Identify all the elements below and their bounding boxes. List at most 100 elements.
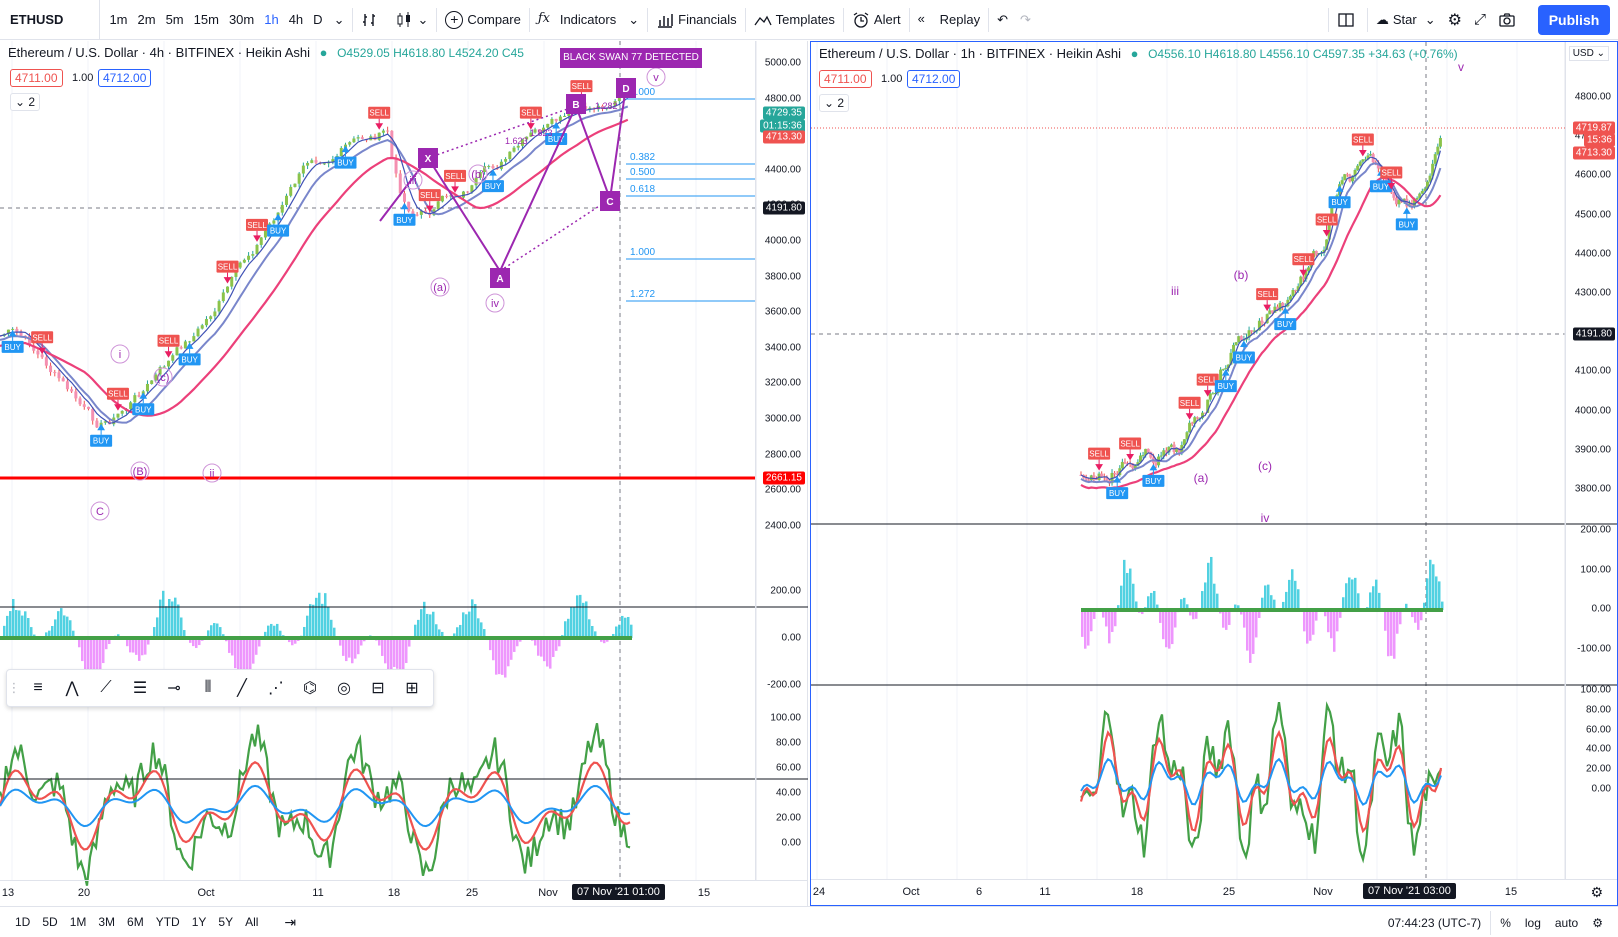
tool-ray[interactable]: ⊸ [157, 671, 191, 705]
oscillator-bar [240, 638, 243, 678]
interval-dropdown[interactable]: ⌄ [333, 11, 345, 27]
right-osc-tick: 0.00 [1591, 603, 1611, 615]
tool-fib-time[interactable]: ⦀ [191, 671, 225, 705]
oscillator-bar [1336, 610, 1339, 632]
interval-5m[interactable]: 5m [165, 12, 184, 27]
tool-channel[interactable]: ☰ [123, 671, 157, 705]
drag-handle[interactable]: ⋮ [7, 680, 21, 695]
range-5Y[interactable]: 5Y [218, 915, 234, 929]
candle-body [1366, 155, 1370, 160]
range-1D[interactable]: 1D [15, 915, 31, 929]
layout-button[interactable] [1331, 0, 1365, 40]
compare-button[interactable]: + Compare [439, 0, 526, 40]
tool-pattern[interactable]: ⋀ [55, 671, 89, 705]
alert-button[interactable]: Alert [846, 0, 907, 40]
left-qty[interactable]: 1.00 [72, 72, 94, 84]
tool-fib-circle[interactable]: ◎ [327, 671, 361, 705]
interval-1h[interactable]: 1h [264, 12, 279, 27]
goto-date-button[interactable]: ⇥ [284, 914, 296, 931]
right-buy-button[interactable]: 4712.00 [907, 70, 961, 88]
range-All[interactable]: All [245, 915, 259, 929]
currency-selector[interactable]: USD ⌄ [1568, 46, 1609, 61]
gear-icon[interactable]: ⚙ [1590, 884, 1603, 900]
redo-button[interactable]: ↷ [1014, 0, 1037, 40]
candle-body [188, 341, 192, 343]
eye-icon[interactable]: ● [319, 45, 328, 60]
oscillator-bar [1294, 580, 1297, 610]
templates-button[interactable]: Templates [748, 0, 841, 40]
gann-icon: ⊞ [405, 680, 419, 697]
tool-trendline[interactable]: ⟋ [89, 671, 123, 705]
publish-button[interactable]: Publish [1538, 5, 1610, 35]
range-3M[interactable]: 3M [98, 915, 116, 929]
range-5D[interactable]: 5D [42, 915, 58, 929]
left-time-axis[interactable]: 13 20 Oct 11 18 25 Nov 15 07 Nov '21 01:00 [0, 880, 807, 906]
interval-D[interactable]: D [313, 12, 323, 27]
oscillator-bar [270, 623, 273, 638]
candle-body [1229, 352, 1233, 365]
range-1M[interactable]: 1M [69, 915, 87, 929]
indicators-dropdown[interactable]: ⌄ [628, 11, 640, 27]
timezone-button[interactable]: 07:44:23 (UTC-7) [1387, 915, 1482, 930]
snapshot-button[interactable] [1492, 0, 1526, 40]
eye-icon[interactable]: ● [1130, 46, 1139, 61]
tool-line[interactable]: ╱ [225, 671, 259, 705]
left-sell-button[interactable]: 4711.00 [10, 69, 63, 87]
oscillator-bar [78, 638, 81, 648]
range-1Y[interactable]: 1Y [191, 915, 207, 929]
oscillator-bar [1222, 610, 1225, 628]
right-chart-pane[interactable]: SELL BUY SELL BUY SELL SELL BUY BUY SELL BUY SELL S… [810, 41, 1618, 906]
fullscreen-button[interactable]: ⤢ [1468, 0, 1492, 40]
interval-1m[interactable]: 1m [109, 12, 128, 27]
right-price-axis[interactable]: 4800.004700.004600.004500.004400.004300.… [1565, 42, 1617, 879]
buy-signal-label: BUY [1373, 182, 1390, 191]
tool-gann[interactable]: ⊞ [395, 671, 429, 705]
tool-xabcd[interactable]: ⌬ [293, 671, 327, 705]
candle-body [82, 404, 86, 407]
oscillator-bar [1195, 610, 1198, 619]
indicators-button[interactable]: ƒx Indicators [532, 0, 622, 40]
candle-body [394, 157, 398, 174]
fib-level-label: 0.382 [630, 152, 655, 163]
right-qty[interactable]: 1.00 [881, 73, 903, 85]
symbol-search[interactable]: ETHUSD [0, 0, 101, 40]
interval-4h[interactable]: 4h [288, 12, 304, 27]
financials-button[interactable]: Financials [650, 0, 743, 40]
right-sell-button[interactable]: 4711.00 [819, 70, 872, 88]
candle-body [1193, 417, 1197, 424]
candle-body [1175, 448, 1179, 452]
tool-fib-retracement[interactable]: ⊟ [361, 671, 395, 705]
right-indicators-collapse[interactable]: ⌄ 2 [819, 94, 850, 112]
arrow-down-icon [1095, 459, 1103, 471]
range-YTD[interactable]: YTD [155, 915, 180, 929]
tool-wave[interactable]: ⋰ [259, 671, 293, 705]
percent-toggle[interactable]: % [1500, 915, 1511, 930]
oscillator-bar [210, 625, 213, 638]
chart-settings-button[interactable]: ⚙ [1585, 916, 1610, 930]
replay-button[interactable]: « Replay [912, 0, 986, 40]
auto-toggle[interactable]: auto [1554, 915, 1579, 930]
chart-type-bars-button[interactable] [355, 0, 389, 40]
left-chart-canvas[interactable]: BUYSELLBUYSELLBUYSELLBUYSELLSELLBUYBUYSE… [0, 41, 808, 906]
interval-15m[interactable]: 15m [193, 12, 219, 27]
interval-30m[interactable]: 30m [228, 12, 255, 27]
save-layout-button[interactable]: ☁ Star ⌄ [1375, 11, 1436, 28]
left-buy-button[interactable]: 4712.00 [98, 69, 152, 87]
tool-horizontal-lines[interactable]: ≡ [21, 671, 55, 705]
chart-type-candles-button[interactable]: ⌄ [389, 0, 434, 40]
log-toggle[interactable]: log [1524, 915, 1541, 930]
left-chart-pane[interactable]: BUY SELL BUY SELL BUY SELL BUY SELL SELL BUY BUY SE… [0, 41, 808, 906]
candle-body [1436, 146, 1440, 155]
oscillator-bar [156, 617, 159, 638]
sell-signal: SELL [1292, 253, 1315, 277]
left-indicators-collapse[interactable]: ⌄ 2 [10, 93, 41, 111]
fx-icon: ƒx [537, 10, 550, 26]
oscillator-bar [603, 638, 606, 644]
range-6M[interactable]: 6M [127, 915, 144, 929]
undo-button[interactable]: ↶ [991, 0, 1014, 40]
settings-button[interactable]: ⚙ [1442, 0, 1468, 40]
interval-2m[interactable]: 2m [137, 12, 156, 27]
right-time-axis[interactable]: 24 Oct 6 11 18 25 Nov 15 07 Nov '21 03:00 ⚙ [811, 879, 1617, 905]
left-price-axis[interactable]: 5000.004800.004600.004400.004200.004000.… [755, 41, 807, 880]
right-chart-canvas[interactable]: SELLBUYSELLBUYSELLSELLBUYBUYSELLBUYSELLS… [811, 42, 1617, 905]
